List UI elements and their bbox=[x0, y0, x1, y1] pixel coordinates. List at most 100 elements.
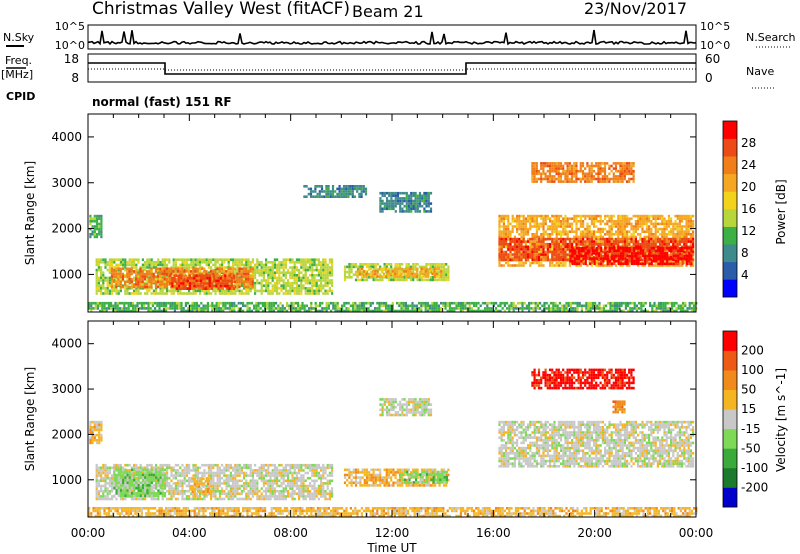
power-cell bbox=[243, 258, 246, 261]
power-cell bbox=[409, 265, 413, 269]
power-cell bbox=[267, 292, 270, 295]
power-cell bbox=[180, 304, 183, 308]
power-cell bbox=[666, 301, 669, 305]
power-cell bbox=[206, 277, 209, 280]
power-cell bbox=[106, 289, 109, 293]
power-cell bbox=[135, 289, 138, 293]
power-cell bbox=[564, 222, 567, 226]
freq-label-2: [MHz] bbox=[1, 68, 33, 81]
power-cell bbox=[684, 304, 687, 308]
power-cell bbox=[597, 235, 600, 239]
power-cell bbox=[360, 309, 363, 313]
power-cell bbox=[615, 246, 618, 249]
power-cell bbox=[257, 301, 260, 305]
power-cell bbox=[388, 191, 391, 195]
power-cell bbox=[262, 271, 265, 274]
power-cell bbox=[402, 309, 405, 313]
power-cell bbox=[236, 258, 239, 261]
power-cell bbox=[585, 309, 588, 313]
power-cell bbox=[254, 292, 257, 295]
power-cell bbox=[615, 230, 618, 233]
power-cell bbox=[547, 304, 550, 308]
power-cell bbox=[364, 187, 368, 191]
power-cell bbox=[587, 309, 590, 313]
power-cell bbox=[612, 233, 615, 236]
power-cell bbox=[262, 266, 265, 269]
power-cell bbox=[201, 272, 204, 276]
power-cell bbox=[557, 240, 560, 244]
power-cell bbox=[135, 268, 138, 272]
power-cell bbox=[562, 217, 565, 220]
power-cell bbox=[199, 287, 203, 290]
power-cell bbox=[520, 240, 523, 243]
power-cell bbox=[557, 264, 560, 267]
power-cell bbox=[234, 263, 237, 267]
power-cell bbox=[553, 253, 556, 256]
power-cell bbox=[284, 263, 287, 267]
power-cell bbox=[188, 277, 192, 280]
power-cell bbox=[601, 250, 604, 254]
power-cell bbox=[217, 309, 220, 313]
power-cell bbox=[103, 301, 106, 305]
power-cell bbox=[396, 301, 399, 305]
power-cell bbox=[125, 307, 128, 310]
power-cell bbox=[608, 225, 611, 228]
power-cell bbox=[596, 307, 599, 310]
power-cell bbox=[418, 202, 422, 205]
power-cell bbox=[553, 214, 556, 218]
power-cell bbox=[365, 275, 368, 278]
power-cell bbox=[217, 279, 220, 283]
power-cell bbox=[645, 235, 648, 239]
power-cell bbox=[574, 301, 577, 305]
power-cell bbox=[468, 307, 471, 310]
power-cell bbox=[595, 230, 598, 233]
power-cell bbox=[621, 243, 624, 246]
power-cell bbox=[555, 258, 558, 262]
power-cell bbox=[315, 266, 318, 269]
power-cell bbox=[342, 192, 346, 196]
power-cell bbox=[546, 248, 549, 251]
power-cell bbox=[607, 301, 610, 305]
power-cell bbox=[692, 230, 695, 233]
power-cell bbox=[608, 245, 611, 249]
power-cell bbox=[500, 237, 503, 241]
power-cell bbox=[516, 264, 519, 267]
power-cell bbox=[238, 277, 241, 281]
power-cell bbox=[100, 233, 103, 236]
power-cell bbox=[251, 261, 254, 264]
power-cell bbox=[584, 240, 587, 243]
power-cell bbox=[167, 307, 170, 310]
power-cell bbox=[328, 281, 331, 285]
power-cell bbox=[309, 192, 313, 196]
power-cell bbox=[320, 268, 323, 272]
power-cell bbox=[595, 259, 598, 262]
power-cell bbox=[527, 217, 530, 220]
power-cell bbox=[323, 195, 326, 198]
power-cell bbox=[385, 267, 388, 271]
power-cell bbox=[324, 263, 327, 267]
power-cell bbox=[387, 278, 391, 282]
power-cell bbox=[540, 214, 543, 218]
power-cell bbox=[576, 307, 579, 310]
power-cell bbox=[518, 264, 521, 267]
power-cell bbox=[522, 248, 525, 251]
power-cell bbox=[411, 275, 414, 278]
power-cell bbox=[137, 283, 140, 286]
power-cell bbox=[110, 285, 113, 289]
power-cell bbox=[566, 235, 569, 239]
power-cell bbox=[352, 309, 355, 313]
power-cell bbox=[119, 263, 122, 267]
power-cell bbox=[403, 278, 406, 282]
power-cell bbox=[533, 248, 536, 251]
power-cell bbox=[215, 284, 218, 288]
power-cell bbox=[322, 266, 325, 269]
power-cell bbox=[358, 309, 361, 313]
power-cell bbox=[128, 270, 131, 273]
power-cell bbox=[396, 265, 399, 269]
power-cell bbox=[425, 210, 428, 213]
power-cell bbox=[522, 214, 525, 218]
power-cell bbox=[174, 258, 177, 261]
power-cell bbox=[135, 275, 138, 278]
power-cell bbox=[271, 271, 274, 274]
power-cell bbox=[459, 301, 462, 305]
